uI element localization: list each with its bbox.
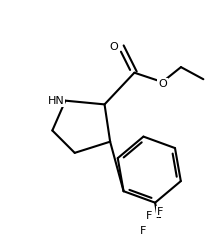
Text: F: F xyxy=(146,211,152,220)
Text: O: O xyxy=(158,79,167,89)
Text: F: F xyxy=(156,207,163,217)
Text: F: F xyxy=(140,226,146,234)
Text: O: O xyxy=(110,42,118,52)
Text: HN: HN xyxy=(48,96,65,106)
